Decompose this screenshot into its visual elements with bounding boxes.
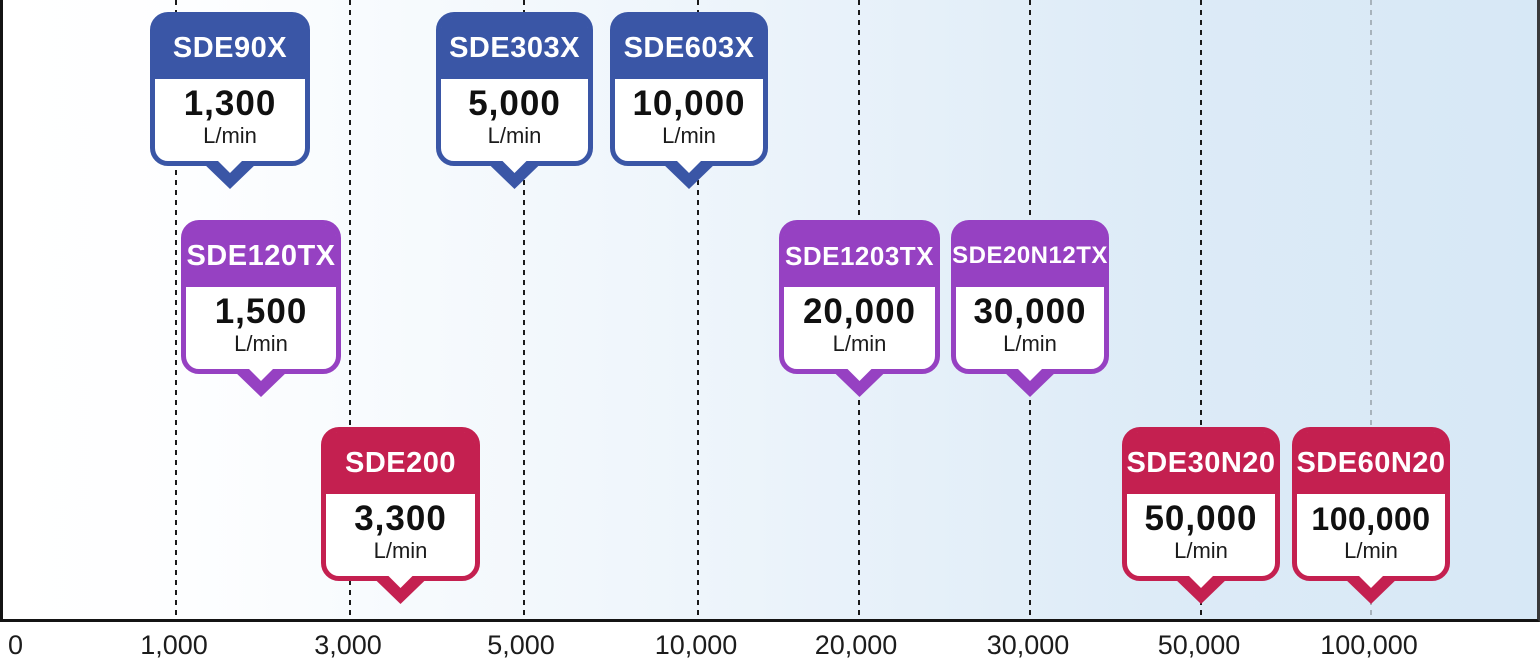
product-model-label: SDE60N20 bbox=[1296, 432, 1445, 494]
flow-value: 20,000 bbox=[802, 292, 917, 331]
x-axis: 0 1,000 3,000 5,000 10,000 20,000 30,000… bbox=[0, 625, 1540, 658]
flow-value: 50,000 bbox=[1144, 499, 1258, 538]
product-model-label: SDE90X bbox=[155, 17, 305, 79]
gridline-5000 bbox=[523, 0, 525, 619]
flow-value: 1,500 bbox=[214, 292, 308, 331]
x-tick-1000: 1,000 bbox=[140, 630, 208, 658]
product-badge-sde1203tx: SDE1203TX 20,000 L/min bbox=[779, 220, 940, 397]
flow-unit: L/min bbox=[1344, 538, 1398, 563]
product-model-label: SDE303X bbox=[441, 17, 588, 79]
product-model-label: SDE200 bbox=[326, 432, 475, 494]
gridline-50000 bbox=[1200, 0, 1202, 619]
flow-unit: L/min bbox=[662, 123, 716, 148]
flow-unit: L/min bbox=[1174, 538, 1228, 563]
product-badge-sde90x: SDE90X 1,300 L/min bbox=[150, 12, 310, 189]
x-tick-100000: 100,000 bbox=[1320, 630, 1418, 658]
plot-area: SDE90X 1,300 L/min SDE303X 5,000 L/min S… bbox=[0, 0, 1540, 622]
gridline-10000 bbox=[697, 0, 699, 619]
x-tick-5000: 5,000 bbox=[487, 630, 555, 658]
x-tick-20000: 20,000 bbox=[814, 630, 898, 658]
product-model-label: SDE603X bbox=[615, 17, 763, 79]
flow-unit: L/min bbox=[832, 331, 887, 356]
product-model-label: SDE120TX bbox=[186, 225, 336, 287]
flow-value: 30,000 bbox=[973, 292, 1087, 331]
product-badge-sde20n12tx: SDE20N12TX 30,000 L/min bbox=[951, 220, 1109, 397]
x-tick-50000: 50,000 bbox=[1157, 630, 1241, 658]
x-tick-30000: 30,000 bbox=[986, 630, 1070, 658]
flow-value: 3,300 bbox=[354, 499, 447, 538]
flow-unit: L/min bbox=[487, 123, 542, 148]
x-tick-10000: 10,000 bbox=[654, 630, 738, 658]
product-badge-sde303x: SDE303X 5,000 L/min bbox=[436, 12, 593, 189]
flow-unit: L/min bbox=[373, 538, 428, 563]
flow-value: 10,000 bbox=[632, 84, 746, 123]
product-badge-sde200: SDE200 3,300 L/min bbox=[321, 427, 480, 604]
product-badge-sde603x: SDE603X 10,000 L/min bbox=[610, 12, 768, 189]
x-tick-0: 0 bbox=[8, 630, 24, 658]
product-model-label: SDE1203TX bbox=[784, 225, 935, 287]
flow-value: 100,000 bbox=[1311, 501, 1431, 537]
x-tick-3000: 3,000 bbox=[314, 630, 382, 658]
flow-value: 5,000 bbox=[468, 84, 561, 123]
flow-value: 1,300 bbox=[183, 84, 277, 123]
gridline-100000 bbox=[1370, 0, 1372, 619]
product-badge-sde30n20: SDE30N20 50,000 L/min bbox=[1122, 427, 1280, 604]
flow-unit: L/min bbox=[1003, 331, 1057, 356]
gridline-3000 bbox=[349, 0, 351, 619]
product-model-label: SDE20N12TX bbox=[952, 225, 1107, 287]
product-model-label: SDE30N20 bbox=[1126, 432, 1275, 494]
gridline-1000 bbox=[175, 0, 177, 619]
flow-unit: L/min bbox=[234, 331, 288, 356]
flow-unit: L/min bbox=[203, 123, 257, 148]
product-badge-sde60n20: SDE60N20 100,000 L/min bbox=[1292, 427, 1450, 604]
product-badge-sde120tx: SDE120TX 1,500 L/min bbox=[181, 220, 341, 397]
